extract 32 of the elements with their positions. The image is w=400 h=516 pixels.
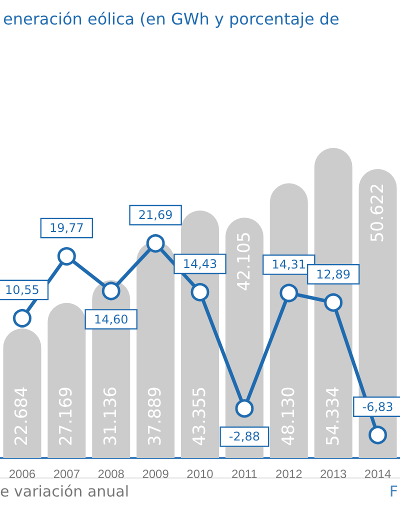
data-label: 12,89 bbox=[316, 267, 351, 282]
text: e variación anual bbox=[0, 482, 130, 500]
data-label: 10,55 bbox=[5, 282, 40, 297]
chart-title: eneración eólica (en GWh y porcentaje de bbox=[3, 10, 340, 28]
bar bbox=[3, 328, 42, 458]
point bbox=[324, 293, 343, 312]
data-label: 21,69 bbox=[138, 208, 173, 222]
point bbox=[280, 284, 298, 302]
x-tick-label: 2011 bbox=[232, 467, 258, 481]
x-tick-label: 2007 bbox=[53, 467, 80, 481]
data-label: -6,83 bbox=[362, 400, 394, 414]
x-tick-label: 2012 bbox=[276, 467, 303, 481]
point bbox=[12, 308, 32, 328]
point bbox=[57, 247, 76, 266]
point bbox=[102, 282, 120, 300]
x-tick-label: 2014 bbox=[364, 467, 392, 481]
x-tick-label: 2009 bbox=[142, 467, 170, 481]
x-tick-label: 2008 bbox=[98, 467, 125, 481]
data-label: 19,77 bbox=[49, 221, 84, 236]
x-tick-label: 2013 bbox=[320, 467, 348, 481]
point bbox=[368, 426, 388, 444]
point bbox=[190, 282, 210, 302]
data-label: 14,43 bbox=[182, 256, 218, 271]
point bbox=[235, 399, 254, 418]
x-tick-label: 2010 bbox=[186, 467, 214, 481]
data-label: 14,60 bbox=[94, 312, 128, 326]
point bbox=[146, 234, 165, 253]
data-label: -2,88 bbox=[228, 430, 260, 444]
x-tick-label: 2006 bbox=[8, 467, 36, 481]
text: F bbox=[389, 482, 398, 500]
data-label: 14,31 bbox=[272, 258, 306, 272]
bar bbox=[48, 302, 86, 458]
